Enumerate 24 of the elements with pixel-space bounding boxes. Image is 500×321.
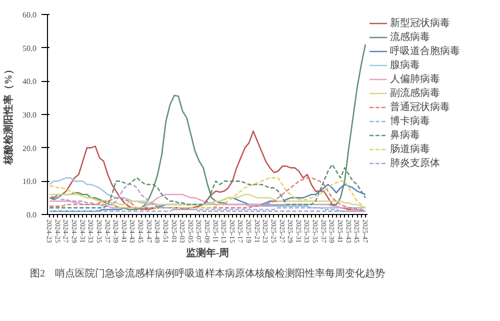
legend-label: 普通冠状病毒 (390, 100, 450, 114)
legend-label: 肠道病毒 (390, 142, 430, 156)
y-tick-label: 0.0 (26, 210, 36, 220)
y-axis-title: 核酸检测阳性率（%） (2, 64, 14, 166)
y-tick-label: 30.0 (22, 110, 36, 120)
y-tick-label: 10.0 (22, 177, 36, 186)
x-axis-title: 监测年-周 (186, 246, 230, 259)
y-tick-label: 40.0 (22, 77, 36, 86)
legend-label: 博卡病毒 (390, 114, 430, 128)
legend-label: 人偏肺病毒 (390, 72, 440, 86)
y-tick-label: 50.0 (22, 44, 36, 53)
legend-label: 腺病毒 (390, 58, 420, 72)
legend-label: 新型冠状病毒 (390, 16, 450, 30)
legend-label: 流感病毒 (390, 30, 430, 44)
line-series (48, 130, 366, 212)
caption: 图2 哨点医院门急诊流感样病例呼吸道样本病原体核酸检测阳性率每周变化趋势 (30, 268, 385, 280)
legend-label: 呼吸道合胞病毒 (390, 44, 460, 58)
y-tick-label: 20.0 (22, 144, 36, 153)
y-tick-label: 60.0 (22, 10, 36, 20)
legend-label: 鼻病毒 (390, 128, 420, 142)
legend-label: 副流感病毒 (390, 86, 440, 100)
line-series (48, 184, 366, 212)
line-series (48, 194, 366, 208)
legend-label: 肺炎支原体 (390, 156, 440, 170)
